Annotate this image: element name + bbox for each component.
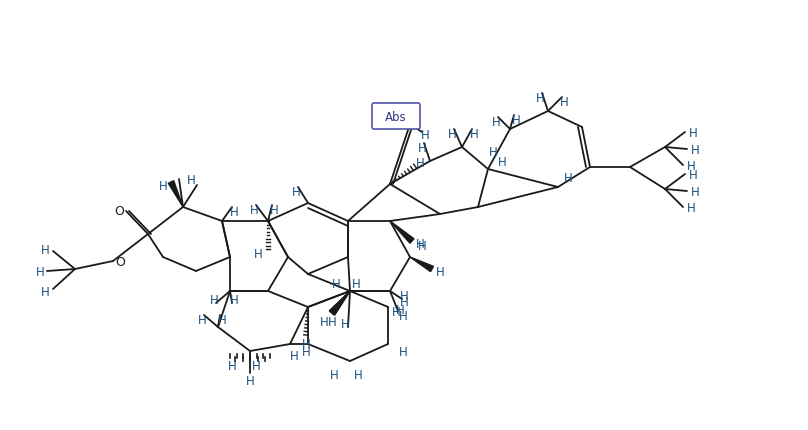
Text: H: H: [292, 185, 301, 198]
Text: H: H: [270, 203, 279, 216]
Text: H: H: [351, 277, 360, 290]
Text: H: H: [511, 113, 520, 126]
Text: H: H: [289, 350, 298, 362]
Text: H: H: [254, 247, 263, 260]
Polygon shape: [330, 291, 350, 316]
Text: H: H: [229, 293, 238, 306]
Text: H: H: [400, 296, 408, 309]
Text: H: H: [398, 346, 407, 359]
Text: H: H: [158, 179, 167, 192]
Text: H: H: [320, 315, 328, 328]
Text: H: H: [198, 313, 206, 326]
Text: H: H: [396, 303, 404, 316]
Text: H: H: [229, 205, 238, 218]
Text: H: H: [418, 141, 427, 154]
Text: H: H: [246, 375, 255, 387]
Text: H: H: [341, 317, 349, 330]
Text: H: H: [688, 126, 697, 139]
Text: H: H: [187, 173, 196, 186]
Text: Abs: Abs: [385, 110, 406, 123]
Text: H: H: [398, 309, 407, 322]
Text: H: H: [327, 315, 336, 328]
Polygon shape: [168, 181, 183, 208]
Text: H: H: [491, 115, 500, 128]
Text: H: H: [400, 290, 408, 303]
Text: H: H: [209, 293, 218, 306]
Text: H: H: [687, 159, 696, 172]
Text: H: H: [330, 369, 339, 381]
Text: H: H: [217, 313, 226, 326]
Text: H: H: [354, 369, 362, 381]
Text: H: H: [36, 265, 44, 278]
Text: H: H: [436, 265, 444, 278]
Text: H: H: [250, 203, 259, 216]
Text: H: H: [40, 243, 49, 256]
Text: H: H: [421, 128, 429, 141]
Text: H: H: [564, 171, 572, 184]
Text: H: H: [469, 127, 478, 140]
Text: H: H: [415, 156, 424, 169]
Text: H: H: [691, 185, 700, 198]
Text: O: O: [115, 255, 125, 268]
Text: H: H: [301, 337, 310, 350]
Text: H: H: [392, 305, 401, 318]
Text: H: H: [560, 95, 568, 108]
Polygon shape: [410, 258, 433, 272]
Text: H: H: [228, 359, 237, 372]
Text: H: H: [251, 359, 260, 372]
FancyBboxPatch shape: [372, 104, 420, 130]
Text: H: H: [415, 237, 424, 250]
Text: H: H: [418, 239, 427, 252]
Text: H: H: [691, 143, 700, 156]
Text: H: H: [301, 346, 310, 359]
Polygon shape: [390, 221, 414, 244]
Text: H: H: [536, 91, 545, 104]
Text: H: H: [40, 285, 49, 298]
Text: H: H: [448, 127, 457, 140]
Text: H: H: [489, 145, 498, 158]
Text: H: H: [331, 277, 340, 290]
Text: O: O: [114, 204, 124, 217]
Text: H: H: [498, 155, 507, 168]
Text: H: H: [687, 201, 696, 214]
Text: H: H: [688, 168, 697, 181]
